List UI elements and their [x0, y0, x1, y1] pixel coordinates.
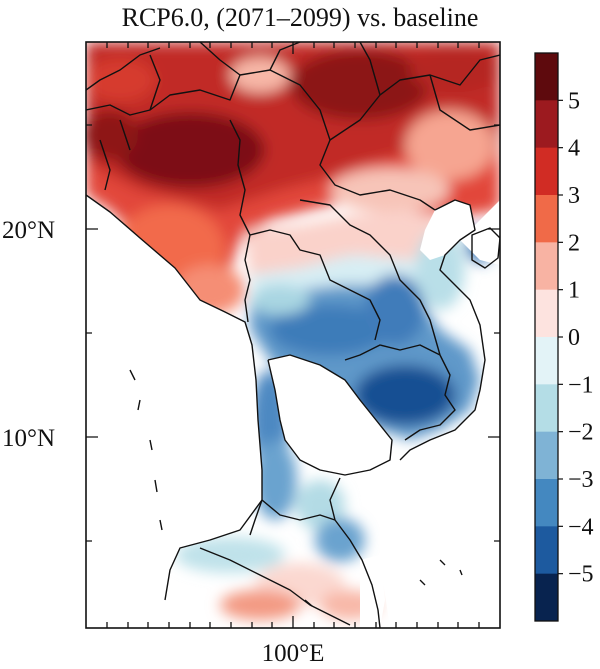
colorbar-block-2: [535, 147, 558, 196]
map-ticks: [86, 42, 500, 628]
colorbar-label-1: 4: [568, 136, 580, 162]
lon-label-100e: 100°E: [262, 640, 325, 667]
map-title: RCP6.0, (2071–2099) vs. baseline: [121, 3, 479, 32]
colorbar-block-11: [535, 573, 558, 622]
colorbar-block-1: [535, 100, 558, 149]
colorbar-label-3: 2: [568, 230, 580, 256]
colorbar-block-9: [535, 479, 558, 527]
colorbar-label-10: −5: [568, 562, 594, 588]
colorbar-label-4: 1: [568, 278, 580, 304]
colorbar-label-7: −2: [568, 420, 594, 446]
colorbar-label-6: −1: [568, 372, 594, 398]
sea-mask: [86, 195, 500, 628]
colorbar-block-5: [535, 289, 558, 338]
lat-label-10n: 10°N: [2, 425, 55, 452]
country-borders: [86, 42, 500, 628]
colorbar-block-0: [535, 53, 558, 101]
colorbar-labels: 5 4 3 2 1 0 −1 −2 −3 −4 −5: [558, 88, 594, 588]
colorbar-label-0: 5: [568, 88, 580, 114]
colorbar-label-9: −4: [568, 514, 594, 540]
colorbar-block-10: [535, 526, 558, 575]
map-panel: 20°N 10°N 100°E: [2, 41, 501, 667]
colorbar-block-8: [535, 431, 558, 480]
temperature-field: [86, 42, 500, 620]
colorbar-block-3: [535, 195, 558, 243]
colorbar-label-5: 0: [568, 325, 580, 351]
colorbar-block-6: [535, 337, 558, 385]
colorbar-blocks: [535, 53, 558, 622]
colorbar-label-8: −3: [568, 467, 594, 493]
lat-label-20n: 20°N: [2, 217, 55, 244]
colorbar-block-4: [535, 242, 558, 291]
colorbar-label-2: 3: [568, 183, 580, 209]
colorbar-block-7: [535, 384, 558, 433]
colorbar: 5 4 3 2 1 0 −1 −2 −3 −4 −5: [534, 52, 594, 622]
